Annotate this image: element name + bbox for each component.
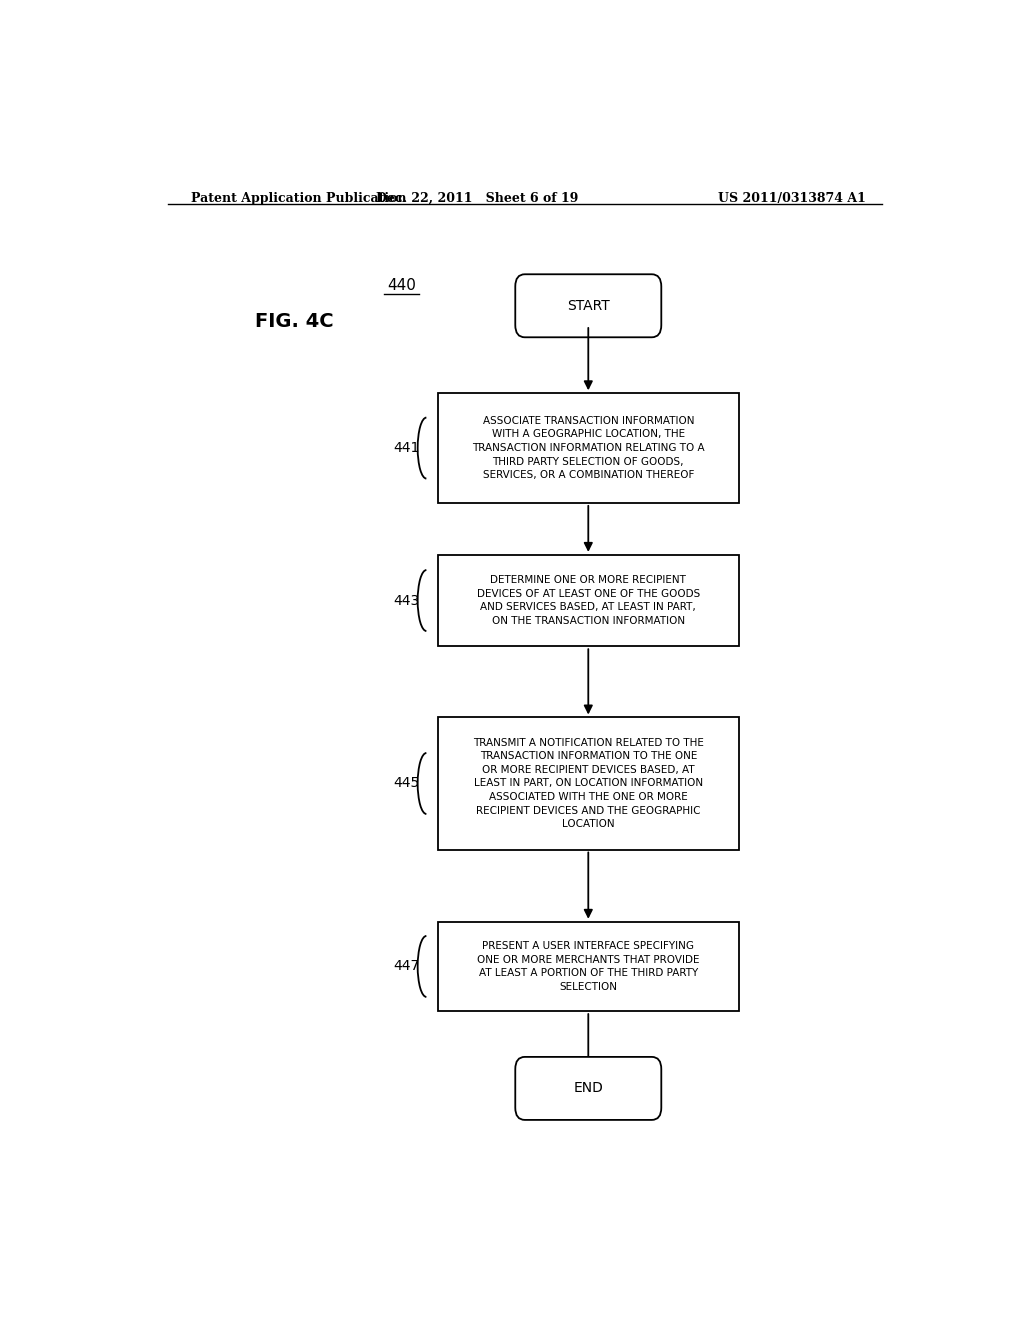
Text: PRESENT A USER INTERFACE SPECIFYING
ONE OR MORE MERCHANTS THAT PROVIDE
AT LEAST : PRESENT A USER INTERFACE SPECIFYING ONE … — [477, 941, 699, 991]
Text: END: END — [573, 1081, 603, 1096]
Text: 445: 445 — [394, 776, 420, 791]
FancyBboxPatch shape — [437, 921, 739, 1011]
Text: FIG. 4C: FIG. 4C — [255, 312, 334, 330]
FancyBboxPatch shape — [515, 275, 662, 338]
Text: ASSOCIATE TRANSACTION INFORMATION
WITH A GEOGRAPHIC LOCATION, THE
TRANSACTION IN: ASSOCIATE TRANSACTION INFORMATION WITH A… — [472, 416, 705, 480]
FancyBboxPatch shape — [437, 393, 739, 503]
FancyBboxPatch shape — [437, 718, 739, 850]
Text: 447: 447 — [394, 960, 420, 973]
Text: DETERMINE ONE OR MORE RECIPIENT
DEVICES OF AT LEAST ONE OF THE GOODS
AND SERVICE: DETERMINE ONE OR MORE RECIPIENT DEVICES … — [476, 576, 700, 626]
FancyBboxPatch shape — [437, 554, 739, 647]
Text: 441: 441 — [393, 441, 420, 455]
Text: 443: 443 — [394, 594, 420, 607]
Text: 440: 440 — [387, 279, 416, 293]
Text: START: START — [567, 298, 609, 313]
FancyBboxPatch shape — [515, 1057, 662, 1119]
Text: Patent Application Publication: Patent Application Publication — [191, 191, 407, 205]
Text: Dec. 22, 2011   Sheet 6 of 19: Dec. 22, 2011 Sheet 6 of 19 — [376, 191, 579, 205]
Text: US 2011/0313874 A1: US 2011/0313874 A1 — [718, 191, 866, 205]
Text: TRANSMIT A NOTIFICATION RELATED TO THE
TRANSACTION INFORMATION TO THE ONE
OR MOR: TRANSMIT A NOTIFICATION RELATED TO THE T… — [473, 738, 703, 829]
